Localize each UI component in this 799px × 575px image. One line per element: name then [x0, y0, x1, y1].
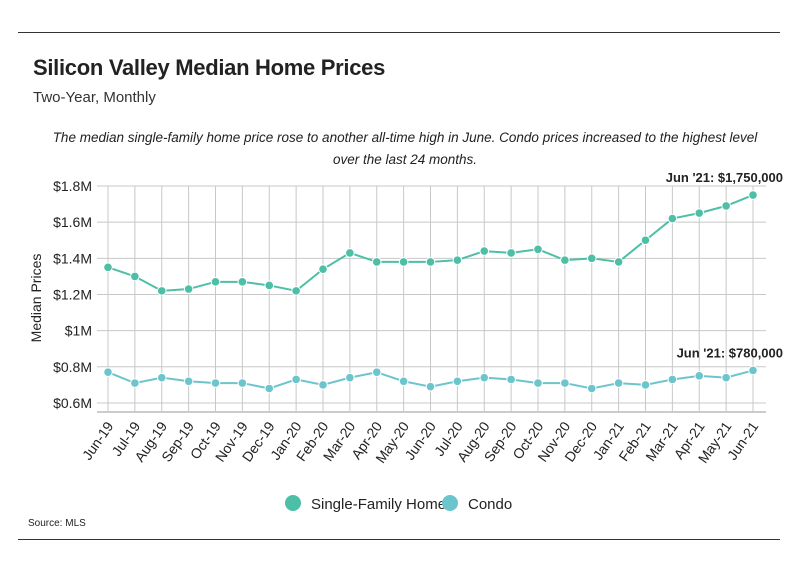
data-point-single-family[interactable]: [479, 246, 490, 256]
data-point-condo[interactable]: [130, 378, 140, 388]
y-tick-label: $1.6M: [53, 214, 92, 230]
data-point-condo[interactable]: [156, 372, 167, 383]
x-tick-labels: Jun-19Jul-19Aug-19Sep-19Oct-19Nov-19Dec-…: [79, 418, 762, 466]
data-point-condo[interactable]: [748, 365, 758, 376]
data-point-single-family[interactable]: [183, 284, 194, 294]
data-point-single-family[interactable]: [533, 244, 543, 255]
chart-caption: The median single-family home price rose…: [52, 130, 758, 167]
data-point-single-family[interactable]: [721, 201, 731, 211]
grid-lines: [97, 185, 766, 413]
data-point-condo[interactable]: [371, 367, 382, 378]
data-point-single-family[interactable]: [694, 208, 705, 218]
data-point-single-family[interactable]: [748, 190, 758, 200]
data-point-single-family[interactable]: [640, 235, 651, 246]
data-point-condo[interactable]: [183, 376, 194, 387]
data-point-condo[interactable]: [560, 378, 570, 388]
y-tick-label: $1.4M: [53, 250, 92, 266]
y-tick-label: $1.8M: [53, 178, 92, 194]
legend-label-condo[interactable]: Condo: [468, 496, 512, 513]
data-point-condo[interactable]: [613, 378, 624, 388]
data-point-single-family[interactable]: [560, 255, 570, 265]
data-point-condo[interactable]: [291, 374, 301, 385]
data-point-single-family[interactable]: [130, 271, 140, 282]
data-point-single-family[interactable]: [264, 280, 275, 291]
legend-marker-condo[interactable]: [442, 495, 458, 511]
data-point-condo[interactable]: [452, 376, 463, 387]
x-tick-label: Jun-19: [79, 418, 117, 462]
y-tick-labels: $0.6M $0.8M $1M $1.2M $1.4M $1.6M $1.8M: [53, 178, 92, 411]
data-point-single-family[interactable]: [156, 286, 167, 296]
data-point-condo[interactable]: [264, 383, 275, 394]
top-rule: [18, 32, 780, 33]
data-point-single-family[interactable]: [318, 264, 328, 274]
data-point-single-family[interactable]: [345, 248, 355, 258]
data-annotation: Jun '21: $780,000: [677, 345, 783, 360]
chart-title: Silicon Valley Median Home Prices: [33, 55, 386, 80]
data-point-single-family[interactable]: [452, 255, 463, 265]
chart-subtitle: Two-Year, Monthly: [33, 89, 156, 106]
data-point-condo[interactable]: [694, 371, 705, 381]
y-tick-label: $1.2M: [53, 286, 92, 302]
bottom-rule: [18, 539, 780, 540]
data-point-single-family[interactable]: [398, 257, 409, 267]
y-tick-label: $0.6M: [53, 395, 92, 411]
data-point-condo[interactable]: [533, 378, 543, 388]
data-point-condo[interactable]: [398, 376, 409, 387]
legend: Single-Family Home Condo: [285, 495, 512, 513]
data-point-single-family[interactable]: [210, 277, 221, 287]
data-point-condo[interactable]: [506, 374, 516, 385]
data-point-condo[interactable]: [237, 378, 248, 388]
data-point-condo[interactable]: [479, 372, 490, 383]
data-point-condo[interactable]: [667, 374, 678, 385]
data-point-single-family[interactable]: [586, 253, 597, 264]
data-point-condo[interactable]: [640, 380, 651, 390]
y-tick-label: $0.8M: [53, 359, 92, 375]
data-point-condo[interactable]: [103, 367, 113, 378]
annotations-layer: Jun '21: $1,750,000 Jun '21: $780,000: [666, 170, 783, 360]
source-note: Source: MLS: [28, 518, 86, 529]
data-annotation: Jun '21: $1,750,000: [666, 170, 783, 185]
data-point-single-family[interactable]: [103, 262, 113, 273]
data-point-single-family[interactable]: [425, 257, 436, 267]
y-tick-label: $1M: [65, 323, 92, 339]
data-point-single-family[interactable]: [371, 257, 382, 267]
data-point-condo[interactable]: [210, 378, 221, 388]
data-point-condo[interactable]: [586, 383, 597, 394]
legend-label-single-family[interactable]: Single-Family Home: [311, 496, 446, 513]
data-point-single-family[interactable]: [237, 277, 248, 287]
data-point-single-family[interactable]: [667, 213, 678, 224]
legend-marker-single-family[interactable]: [285, 495, 301, 511]
data-point-condo[interactable]: [345, 372, 355, 383]
data-point-single-family[interactable]: [291, 286, 301, 296]
data-point-single-family[interactable]: [613, 257, 624, 267]
data-point-condo[interactable]: [721, 372, 731, 383]
series-layer: [103, 190, 758, 394]
data-point-condo[interactable]: [425, 381, 436, 392]
data-point-condo[interactable]: [318, 380, 328, 390]
y-axis-label: Median Prices: [28, 254, 44, 343]
data-point-single-family[interactable]: [506, 248, 516, 258]
